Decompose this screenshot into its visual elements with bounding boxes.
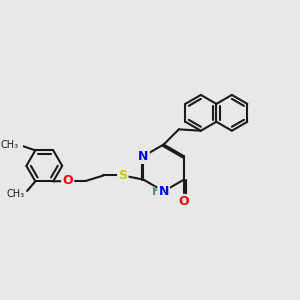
Text: CH₃: CH₃ [1, 140, 19, 150]
Text: S: S [118, 169, 127, 182]
Text: N: N [158, 185, 169, 198]
Text: CH₃: CH₃ [6, 189, 24, 199]
Text: O: O [178, 195, 189, 208]
Text: O: O [62, 175, 73, 188]
Text: H: H [152, 185, 162, 198]
Text: N: N [138, 150, 148, 163]
